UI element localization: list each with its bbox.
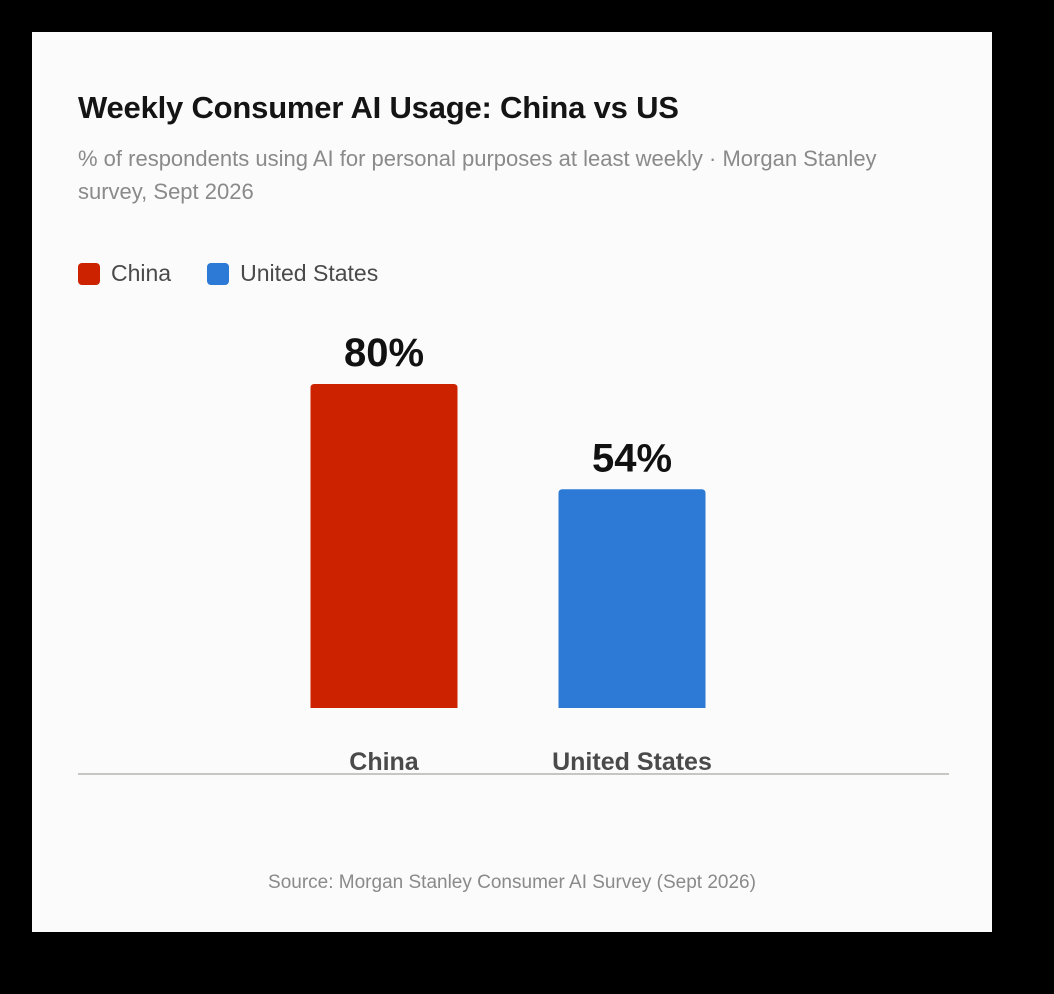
value-label-china: 80% bbox=[344, 331, 424, 375]
bar-group-united-states: 54% United States bbox=[552, 436, 712, 776]
bar-united-states bbox=[558, 489, 706, 708]
legend-swatch-china bbox=[78, 262, 100, 285]
source-note: Source: Morgan Stanley Consumer AI Surve… bbox=[268, 872, 756, 893]
legend-item-united-states: United States bbox=[207, 260, 378, 287]
bar-group-china: 80% China bbox=[310, 331, 458, 776]
legend-label-united-states: United States bbox=[240, 260, 379, 286]
legend-label-china: China bbox=[111, 260, 172, 286]
bar-china bbox=[310, 384, 458, 708]
legend: China United States bbox=[78, 260, 414, 287]
chart-card: Weekly Consumer AI Usage: China vs US % … bbox=[32, 32, 992, 932]
chart-title: Weekly Consumer AI Usage: China vs US bbox=[78, 90, 679, 125]
category-label-united-states: United States bbox=[552, 748, 712, 776]
value-label-united-states: 54% bbox=[592, 436, 672, 480]
legend-item-china: China bbox=[78, 260, 171, 287]
chart-subtitle: % of respondents using AI for personal p… bbox=[78, 146, 877, 204]
bar-plot: 80% China 54% United States bbox=[78, 331, 949, 776]
legend-swatch-united-states bbox=[207, 262, 230, 285]
category-label-china: China bbox=[349, 748, 420, 776]
